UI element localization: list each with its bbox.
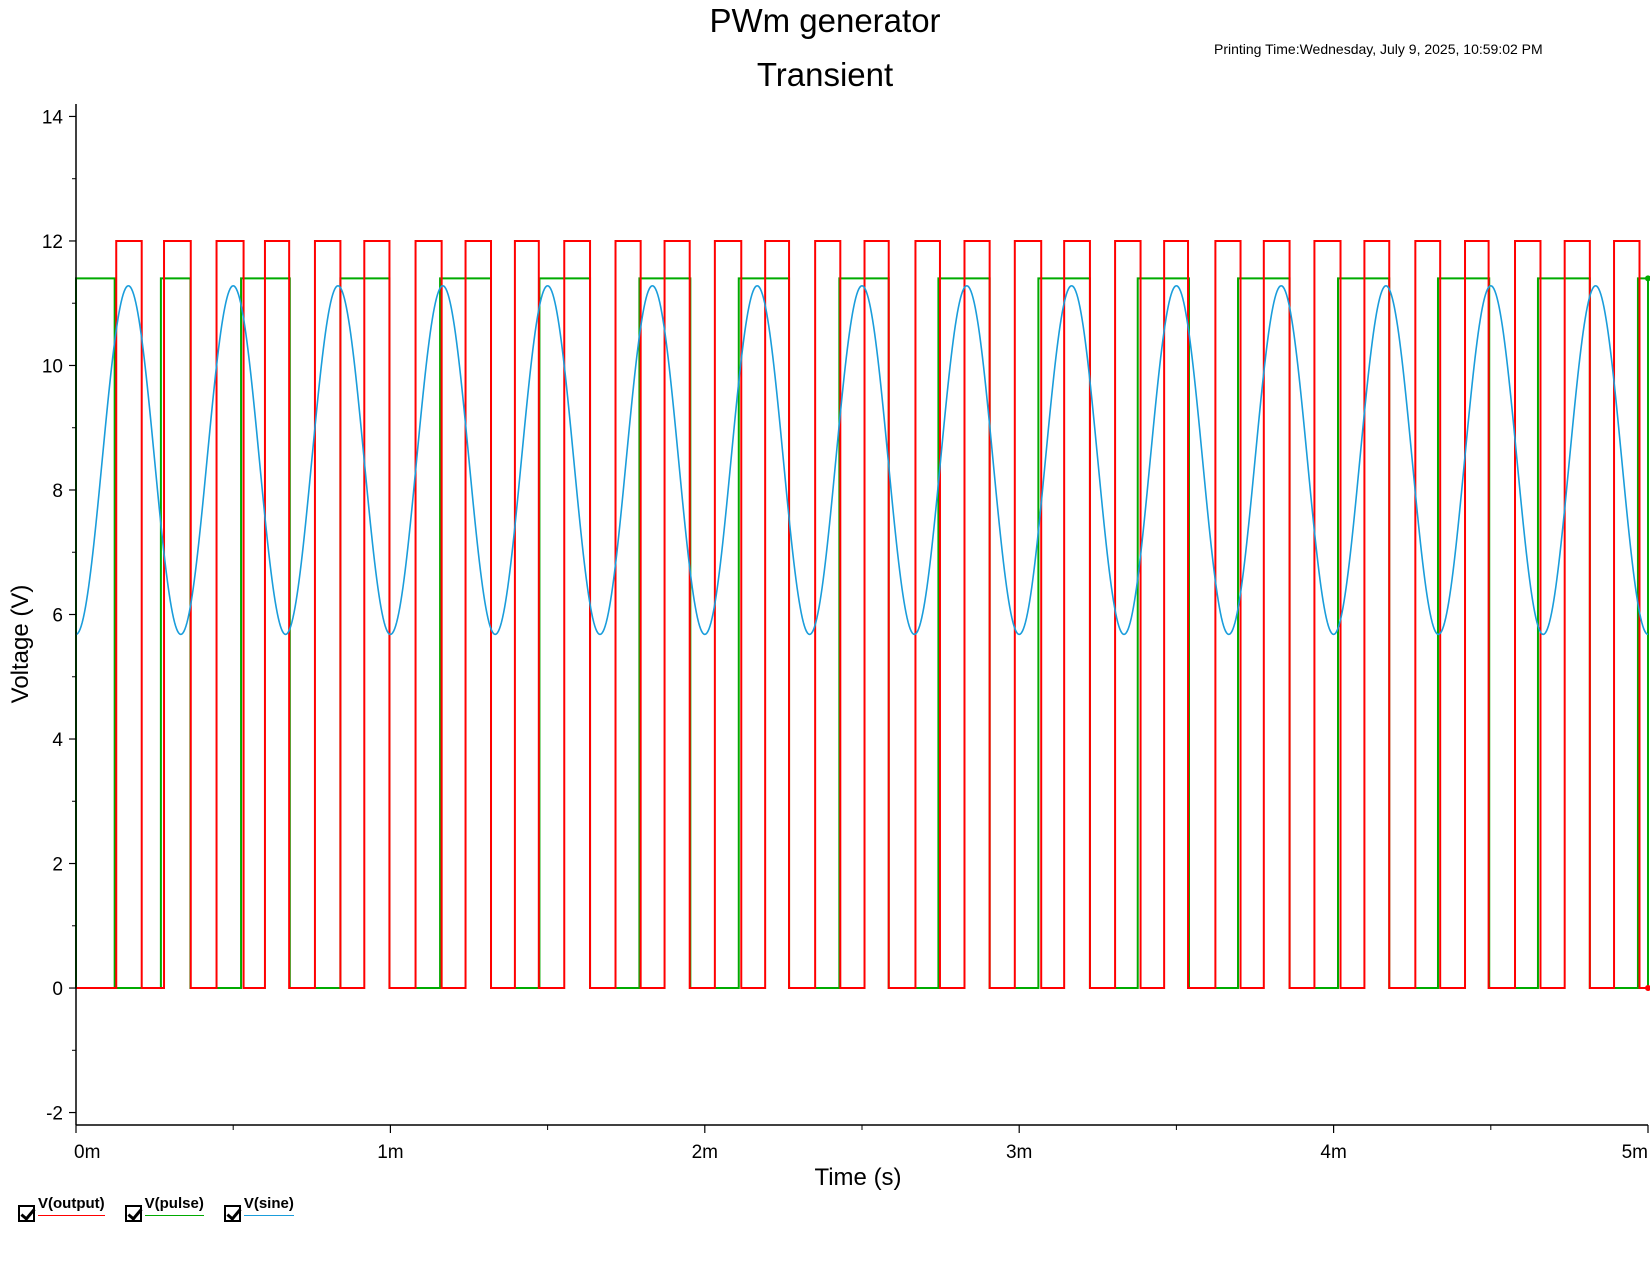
y-tick-label: 6 [52,606,63,627]
series-output-line [75,239,1649,990]
y-axis-label: Voltage (V) [7,585,34,704]
y-tick-label: 2 [52,855,63,876]
checkbox-checked-icon[interactable] [18,1205,35,1222]
y-tick-label: -2 [46,1104,63,1125]
x-tick-label: 3m [1006,1142,1032,1163]
legend-item-output[interactable]: V(output) [18,1196,105,1222]
y-tick-label: 4 [52,730,63,751]
y-tick-label: 10 [42,356,63,377]
legend-label-sine: V(sine) [243,1196,294,1216]
y-tick-label: 14 [42,107,64,128]
series-sine-line [75,284,1649,636]
x-tick-label: 1m [377,1142,403,1163]
x-axis-label: Time (s) [814,1164,901,1190]
y-tick-label: 12 [42,232,63,253]
axes-layer: -2 0 2 4 6 8 10 12 14 0m 1m 2m 3m 4m 5m [42,104,1649,1163]
x-tick-label: 2m [692,1142,718,1163]
x-tick-label: 4m [1320,1142,1346,1163]
y-tick-label: 8 [52,481,63,502]
legend-item-sine[interactable]: V(sine) [223,1196,294,1222]
legend: V(output) V(pulse) V(sine) [18,1196,314,1222]
checkbox-checked-icon[interactable] [223,1205,241,1222]
series-pulse-line [75,277,1649,990]
x-tick-label: 5m [1622,1142,1648,1163]
legend-label-output: V(output) [38,1196,105,1216]
printing-time: Printing Time:Wednesday, July 9, 2025, 1… [1214,41,1543,57]
series-pulse-end-marker [1645,275,1650,282]
legend-item-pulse[interactable]: V(pulse) [124,1196,204,1222]
x-tick-label: 0m [74,1142,100,1163]
chart-subtitle: Transient [756,56,894,93]
y-tick-label: 0 [52,979,63,1000]
checkbox-checked-icon[interactable] [124,1205,142,1222]
chart-title: PWm generator [709,2,941,39]
series-output-end-marker [1645,985,1650,992]
transient-plot: -2 0 2 4 6 8 10 12 14 0m 1m 2m 3m 4m 5m Time (s) Volta… [7,104,1650,1190]
series-layer [75,239,1650,992]
legend-label-pulse: V(pulse) [144,1196,204,1216]
